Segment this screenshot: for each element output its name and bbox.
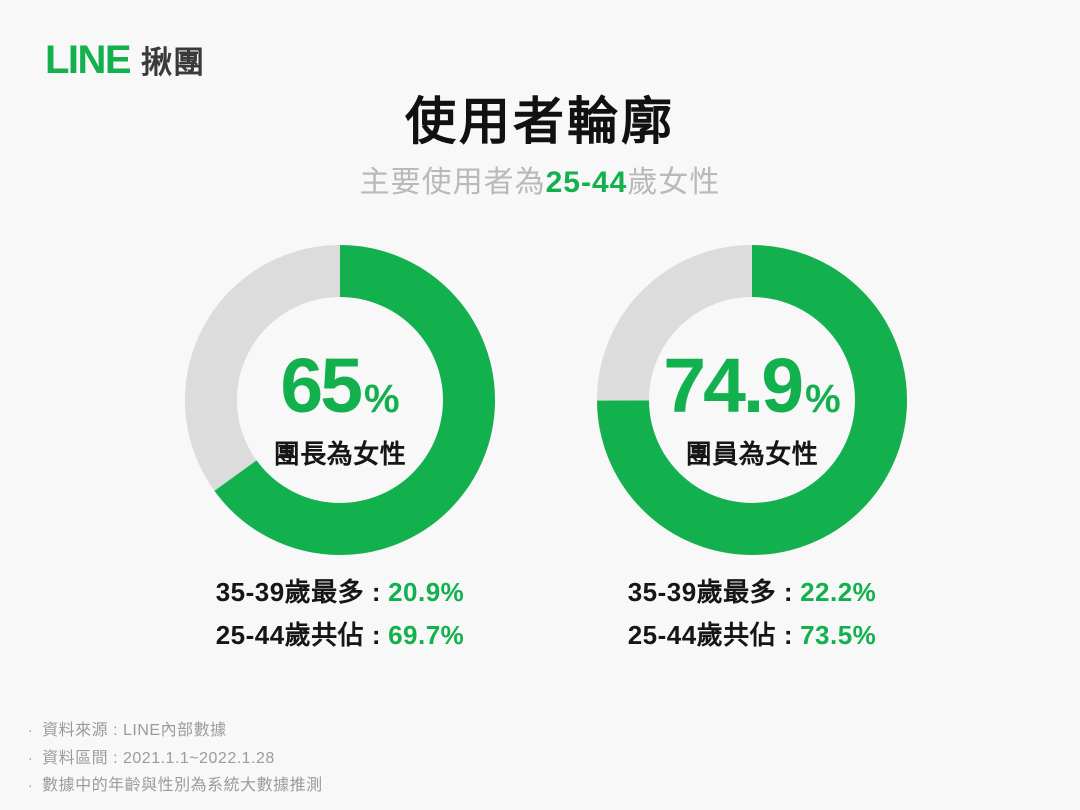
bullet-icon: ·	[28, 749, 34, 766]
footnote-text: 數據中的年齡與性別為系統大數據推測	[42, 777, 323, 795]
stats-group-leaders: 35-39歲最多 :20.9% 25-44歲共佔 :69.7%	[130, 577, 550, 664]
subtitle-prefix: 主要使用者為	[359, 166, 546, 199]
footnote-method: · 數據中的年齡與性別為系統大數據推測	[28, 777, 323, 795]
stat-label: 35-39歲最多 :	[215, 577, 382, 607]
footnotes: · 資料來源 : LINE內部數據 · 資料區間 : 2021.1.1~2022…	[28, 722, 323, 805]
donut-svg	[597, 245, 907, 555]
donut-svg	[185, 245, 495, 555]
donut-arc-green	[597, 245, 907, 555]
donut-percentage-number: 65	[280, 342, 363, 429]
logo: LINE 揪團	[45, 40, 205, 80]
donut-percentage-number: 74.9	[663, 342, 804, 429]
stat-value: 20.9%	[388, 577, 465, 607]
donut-center-text: 74.9 % 團員為女性	[597, 254, 907, 564]
footnote-source: · 資料來源 : LINE內部數據	[28, 722, 323, 740]
donut-center-label: 團員為女性	[685, 438, 819, 469]
stat-label: 35-39歲最多 :	[627, 577, 794, 607]
donut-chart-group-leaders: 65 % 團長為女性	[185, 245, 495, 555]
stats-group-members: 35-39歲最多 :22.2% 25-44歲共佔 :73.5%	[542, 577, 962, 664]
stat-row: 35-39歲最多 :20.9%	[130, 577, 550, 608]
bullet-icon: ·	[28, 722, 34, 738]
stat-value: 22.2%	[800, 577, 877, 607]
donut-arc-green	[185, 245, 495, 555]
logo-product-name: 揪團	[141, 45, 206, 80]
stat-label: 25-44歲共佔 :	[215, 619, 382, 650]
stat-value: 73.5%	[800, 619, 877, 650]
stat-row: 35-39歲最多 :22.2%	[542, 577, 962, 608]
percent-symbol: %	[805, 376, 841, 421]
stat-value: 69.7%	[388, 619, 465, 650]
subtitle-highlight: 25-44	[545, 166, 628, 199]
bullet-icon: ·	[28, 777, 34, 794]
line-logo-text: LINE	[45, 38, 132, 82]
stat-row: 25-44歲共佔 :73.5%	[542, 619, 962, 651]
footnote-period: · 資料區間 : 2021.1.1~2022.1.28	[28, 750, 323, 768]
donut-percentage: 65 %	[280, 342, 400, 429]
page-title: 使用者輪廓	[404, 93, 675, 150]
donut-percentage: 74.9 %	[663, 342, 841, 429]
donut-chart-group-members: 74.9 % 團員為女性	[597, 245, 907, 555]
subtitle-suffix: 歲女性	[627, 166, 721, 199]
donut-center-label: 團長為女性	[273, 438, 407, 469]
footnote-text: 資料來源 : LINE內部數據	[42, 722, 227, 739]
page-subtitle: 主要使用者為25-44歲女性	[0, 165, 1080, 201]
stat-row: 25-44歲共佔 :69.7%	[130, 619, 550, 651]
stat-label: 25-44歲共佔 :	[627, 619, 794, 650]
donut-center-text: 65 % 團長為女性	[185, 254, 495, 564]
footnote-text: 資料區間 : 2021.1.1~2022.1.28	[42, 749, 275, 767]
percent-symbol: %	[364, 376, 400, 421]
